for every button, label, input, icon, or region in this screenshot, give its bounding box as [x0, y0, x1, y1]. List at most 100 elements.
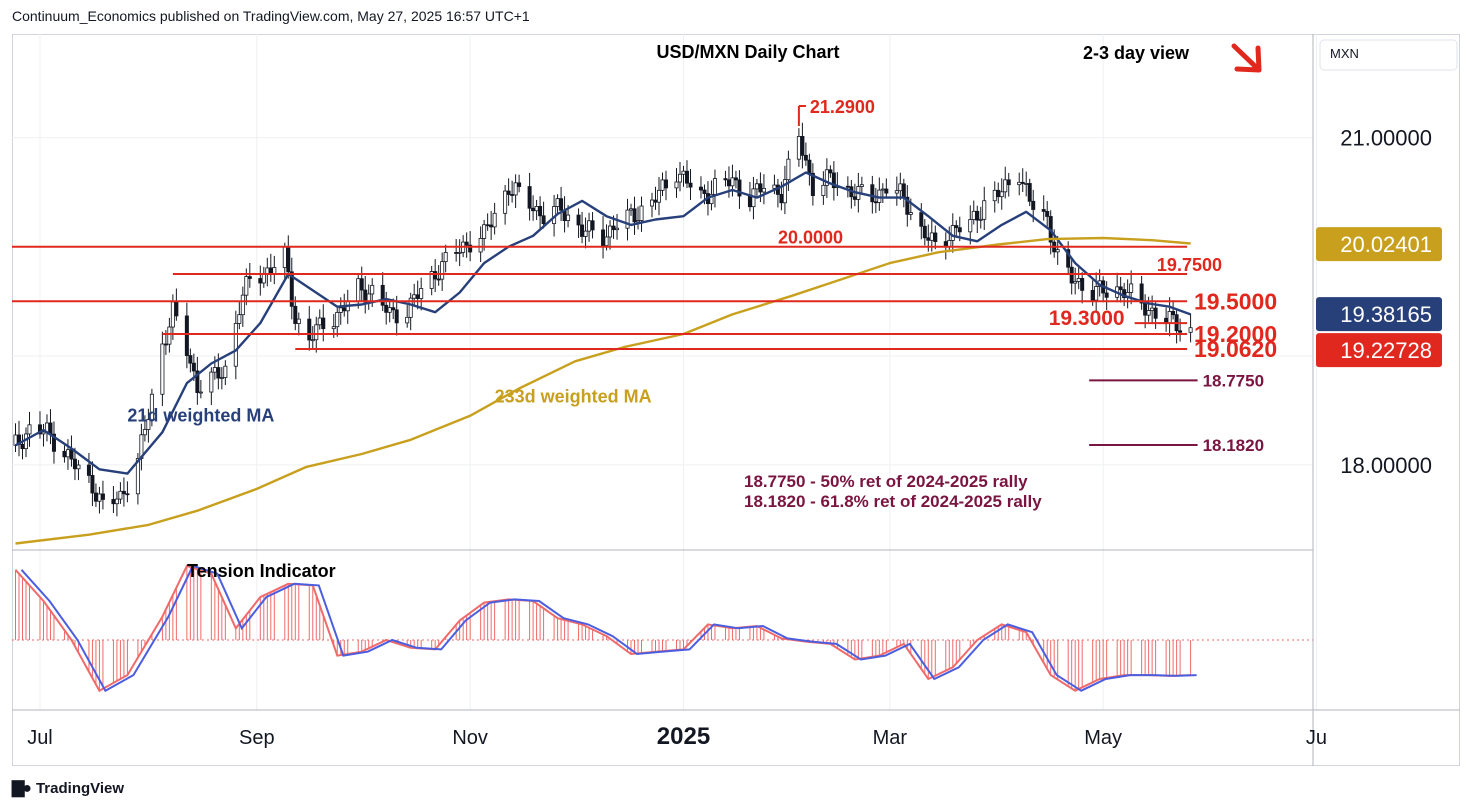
retracement-label: 18.7750	[1203, 371, 1264, 390]
candle-body	[412, 294, 417, 299]
candle	[870, 175, 875, 214]
publisher-header: Continuum_Economics published on Trading…	[12, 8, 530, 24]
candle	[1153, 302, 1158, 329]
currency-label: MXN	[1330, 46, 1359, 61]
candle-body	[408, 297, 413, 318]
candle	[356, 273, 361, 309]
candle-body	[485, 224, 490, 227]
candle-body	[468, 244, 473, 253]
candle	[803, 142, 808, 166]
candle-body	[884, 188, 889, 194]
candle-body	[737, 179, 742, 197]
candle-body	[356, 278, 361, 302]
price-badge: 19.22728	[1316, 333, 1442, 368]
candle-body	[247, 276, 252, 279]
level-label: 19.0620	[1194, 336, 1277, 362]
candle	[454, 238, 459, 262]
tension-line-blue	[20, 564, 1197, 693]
candle-body	[321, 317, 326, 330]
candle-body	[464, 241, 469, 246]
candle-body	[559, 198, 564, 211]
tradingview-logo[interactable]: ▇● TradingView	[12, 778, 124, 798]
candle	[971, 200, 976, 225]
support-resistance-levels: 21.2900 20.0000 19.7500 19.5000 19.3000 19.20…	[12, 97, 1277, 455]
currency-box	[1319, 39, 1458, 71]
candle-body	[639, 205, 644, 221]
candle-body	[282, 246, 287, 268]
candle-body	[27, 424, 32, 435]
candle	[639, 196, 644, 232]
candle	[62, 445, 67, 463]
candle-body	[76, 464, 81, 470]
candle-body	[580, 224, 585, 237]
candle-body	[338, 307, 343, 313]
candle	[1006, 172, 1011, 197]
candle-body	[387, 307, 392, 313]
candle	[265, 257, 270, 287]
candle-body	[1080, 278, 1085, 291]
candle	[478, 226, 483, 263]
candle-body	[65, 449, 70, 458]
candle-body	[971, 210, 976, 220]
candle	[898, 172, 903, 200]
candle	[810, 163, 815, 206]
candle	[534, 199, 539, 221]
candle	[1027, 178, 1032, 207]
candle	[485, 213, 490, 231]
candle	[555, 194, 560, 215]
candle	[1118, 276, 1123, 303]
candle	[408, 292, 413, 331]
candle	[800, 122, 805, 169]
candle	[482, 219, 487, 251]
candle	[1094, 272, 1099, 313]
candle-body	[761, 187, 766, 193]
candle	[975, 205, 980, 234]
candle-body	[457, 251, 462, 254]
candle-body	[478, 237, 483, 253]
candle-body	[601, 229, 606, 246]
note-50-retracement: 18.7750 - 50% ret of 2024-2025 rally	[744, 472, 1028, 491]
candle	[688, 168, 693, 200]
candle	[761, 174, 766, 205]
candle	[436, 265, 441, 286]
candle-body	[114, 498, 119, 505]
candle	[786, 150, 791, 191]
candle-body	[191, 362, 196, 372]
candle	[503, 184, 508, 225]
candle-body	[1104, 292, 1109, 298]
candle	[880, 183, 885, 203]
candle	[247, 262, 252, 288]
candle	[576, 208, 581, 239]
candle	[142, 415, 147, 442]
level-label: 19.3000	[1049, 307, 1125, 330]
candle	[1174, 309, 1179, 344]
candle-body	[265, 267, 270, 274]
candle-body	[20, 443, 25, 450]
candle	[517, 174, 522, 193]
tradingview-icon: ▇●	[12, 780, 32, 797]
candle	[464, 232, 469, 258]
candle-body	[1178, 330, 1183, 333]
candle-body	[314, 324, 319, 341]
candle	[541, 201, 546, 229]
candle	[782, 165, 787, 215]
candle-body	[950, 225, 955, 241]
candle	[859, 176, 864, 194]
candle-body	[873, 201, 878, 204]
candle-body	[429, 271, 434, 289]
candle-body	[629, 208, 634, 211]
candle-body	[531, 207, 536, 212]
candle	[90, 461, 95, 507]
candle	[922, 219, 927, 246]
candle	[615, 214, 620, 240]
candle-body	[517, 182, 522, 187]
candle	[996, 182, 1001, 204]
candle-body	[632, 208, 637, 223]
candle-body	[335, 312, 340, 328]
candle	[233, 310, 238, 380]
candle-body	[160, 343, 165, 395]
price-badge-bg	[1316, 227, 1442, 262]
candle	[317, 309, 322, 330]
candle	[894, 176, 899, 206]
